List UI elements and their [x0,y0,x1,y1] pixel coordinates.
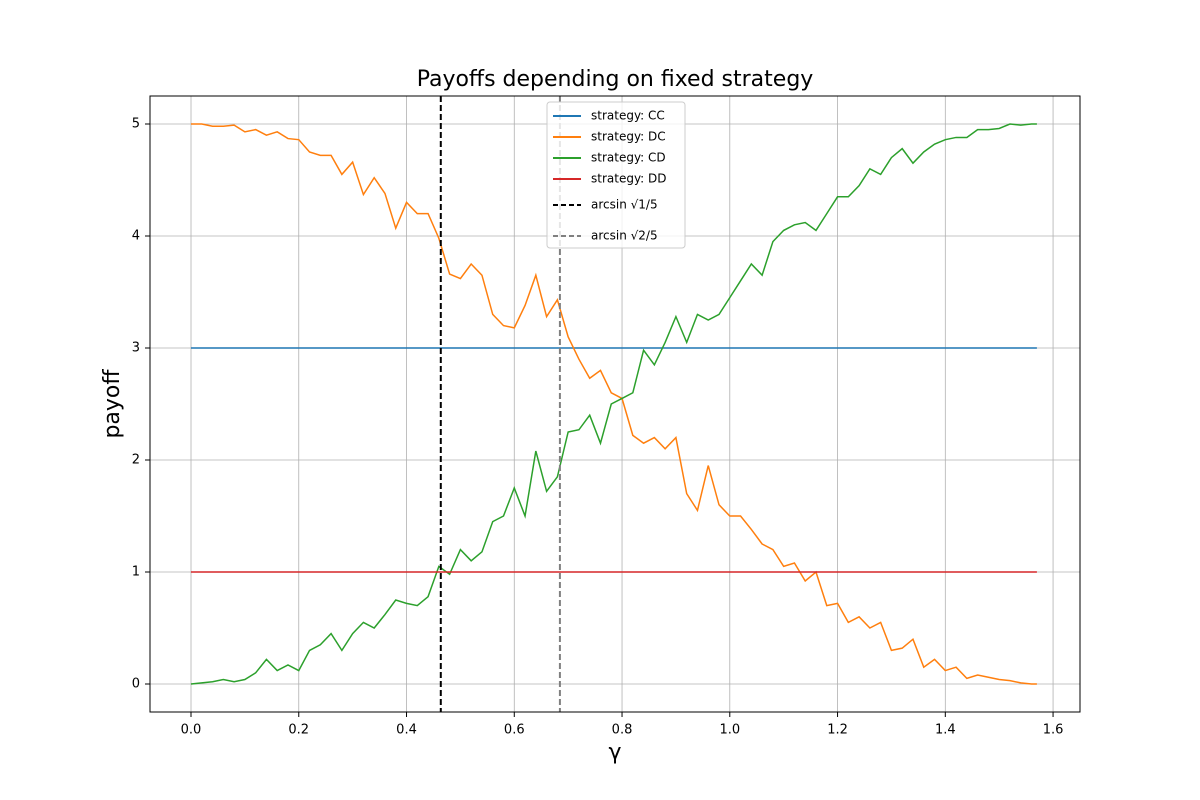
x-tick-label: 0.2 [288,723,309,738]
x-tick-label: 1.6 [1043,723,1064,738]
legend-label: strategy: DC [591,130,666,144]
x-tick-label: 0.0 [181,723,202,738]
data-line [190,123,1037,685]
legend-label: strategy: CC [591,109,665,123]
legend-label: arcsin √1/5 [591,198,658,212]
y-tick-label: 2 [132,453,140,468]
legend-label: arcsin √2/5 [591,229,658,243]
plot-frame [149,95,1081,713]
x-tick-label: 1.0 [719,723,740,738]
chart-title: Payoffs depending on fixed strategy [417,67,814,92]
legend-label: strategy: CD [591,151,666,165]
y-tick-label: 3 [132,341,140,356]
x-tick-label: 1.4 [935,723,956,738]
y-tick-label: 5 [132,117,140,132]
x-tick-label: 1.2 [827,723,848,738]
y-tick-label: 1 [132,565,140,580]
legend-box [546,101,686,249]
x-axis-label: γ [608,740,621,765]
y-tick-label: 0 [132,677,140,692]
data-line [191,123,1037,685]
x-tick-label: 0.6 [504,723,525,738]
y-axis-label: payoff [100,369,125,439]
x-tick-label: 0.8 [612,723,633,738]
legend-label: strategy: DD [591,172,667,186]
y-tick-label: 4 [132,229,140,244]
x-tick-label: 0.4 [396,723,417,738]
